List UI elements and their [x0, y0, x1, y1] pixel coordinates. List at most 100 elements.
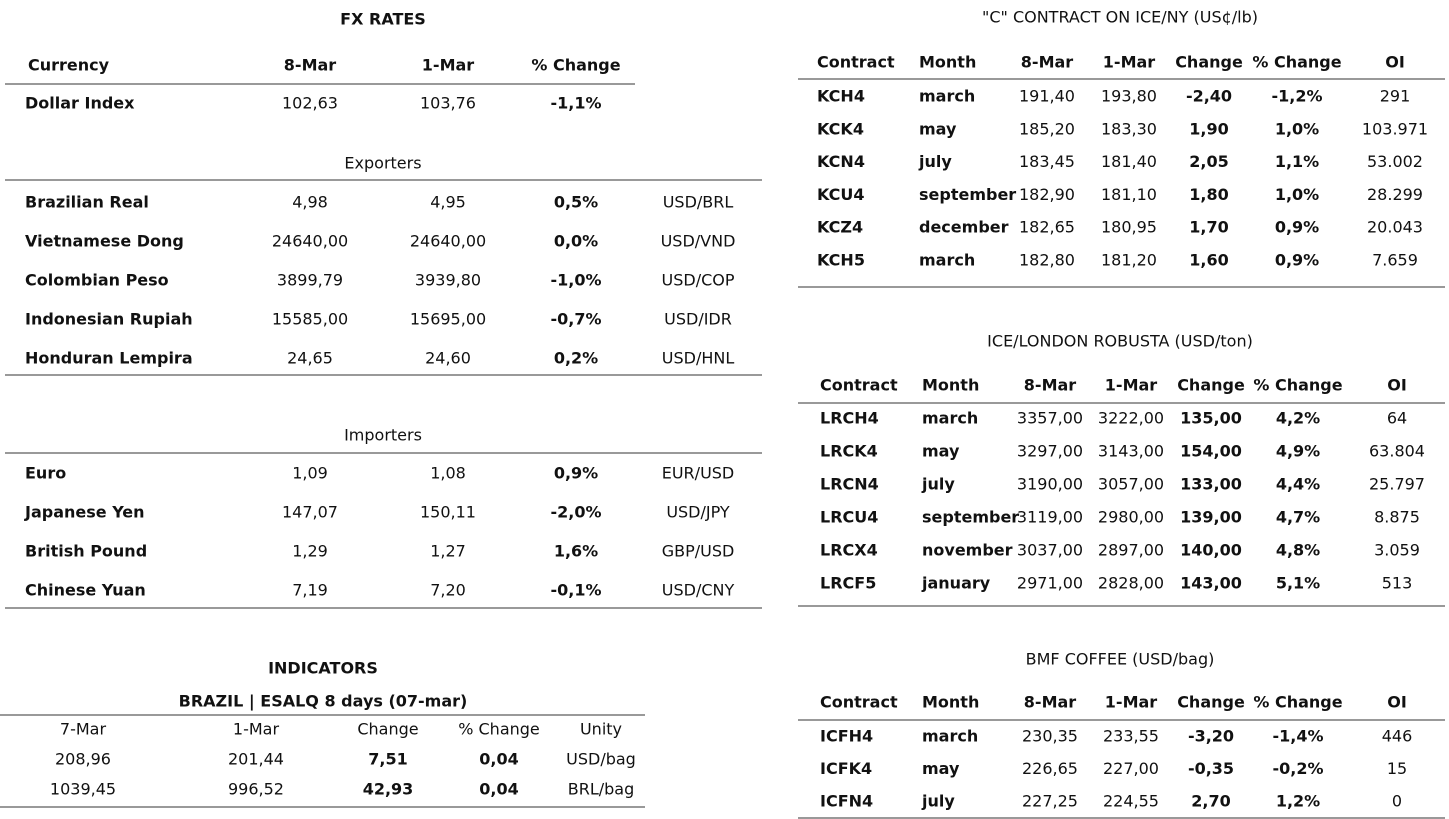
cell: 3190,00: [1017, 475, 1083, 494]
cell: 24,60: [425, 349, 471, 368]
cell: USD/VND: [661, 232, 736, 251]
column-header: % Change: [1253, 376, 1342, 395]
column-header: 8-Mar: [1024, 693, 1076, 712]
cell: 5,1%: [1276, 574, 1320, 593]
cell: 2971,00: [1017, 574, 1083, 593]
cell: 180,95: [1101, 218, 1157, 237]
cell: 0,0%: [554, 232, 598, 251]
cell: 2,70: [1191, 792, 1230, 811]
cell: march: [919, 87, 975, 106]
cell: 8.875: [1374, 508, 1420, 527]
column-header: 8-Mar: [284, 56, 336, 75]
column-header: OI: [1387, 693, 1407, 712]
cell: 3.059: [1374, 541, 1420, 560]
cell: 4,9%: [1276, 442, 1320, 461]
cell: september: [922, 508, 1019, 527]
cell: 2,05: [1189, 152, 1228, 171]
column-header: Change: [357, 720, 418, 739]
cell: 182,65: [1019, 218, 1075, 237]
cell: 0,5%: [554, 193, 598, 212]
cell: 0,9%: [1275, 251, 1319, 270]
cell: 291: [1380, 87, 1411, 106]
subtitle: BRAZIL | ESALQ 8 days (07-mar): [179, 692, 468, 712]
cell: 3119,00: [1017, 508, 1083, 527]
cell: 4,98: [292, 193, 328, 212]
cell: march: [919, 251, 975, 270]
cell: 193,80: [1101, 87, 1157, 106]
cell: 53.002: [1367, 152, 1423, 171]
cell: 7,19: [292, 581, 328, 600]
cell: july: [921, 792, 955, 811]
column-header: Month: [922, 693, 979, 712]
cell: 182,90: [1019, 185, 1075, 204]
cell: 63.804: [1369, 442, 1425, 461]
cell: 1,80: [1189, 185, 1228, 204]
cell: 183,45: [1019, 152, 1075, 171]
cell: 3222,00: [1098, 409, 1164, 428]
cell: 1,2%: [1276, 792, 1320, 811]
cell: 135,00: [1180, 409, 1242, 428]
cell: 0,9%: [554, 464, 598, 483]
cell: 1,08: [430, 464, 466, 483]
cell: 3143,00: [1098, 442, 1164, 461]
column-header: % Change: [1253, 693, 1342, 712]
cell: may: [922, 442, 960, 461]
column-header: OI: [1385, 53, 1405, 72]
cell: 25.797: [1369, 475, 1425, 494]
cell: -0,1%: [550, 581, 601, 600]
section-title: INDICATORS: [268, 659, 378, 678]
cell: 1,0%: [1275, 185, 1319, 204]
cell: 1,1%: [1275, 152, 1319, 171]
cell: 191,40: [1019, 87, 1075, 106]
column-header: 1-Mar: [233, 720, 280, 739]
cell: -0,35: [1188, 759, 1234, 778]
cell: 996,52: [228, 780, 284, 799]
cell: USD/HNL: [662, 349, 735, 368]
cell: -0,2%: [1272, 759, 1323, 778]
cell: 4,8%: [1276, 541, 1320, 560]
cell: 208,96: [55, 750, 111, 769]
cell: 139,00: [1180, 508, 1242, 527]
cell: Dollar Index: [25, 94, 135, 113]
cell: 4,7%: [1276, 508, 1320, 527]
column-header: Unity: [580, 720, 622, 739]
cell: 15: [1387, 759, 1407, 778]
cell: KCU4: [817, 185, 865, 204]
cell: 0,04: [479, 750, 518, 769]
cell: 3939,80: [415, 271, 481, 290]
cell: 446: [1382, 727, 1413, 746]
cell: USD/JPY: [666, 503, 730, 522]
column-header: OI: [1387, 376, 1407, 395]
cell: 3057,00: [1098, 475, 1164, 494]
cell: -2,0%: [550, 503, 601, 522]
column-header: % Change: [1252, 53, 1341, 72]
cell: ICFK4: [820, 759, 872, 778]
column-header: 1-Mar: [422, 56, 474, 75]
cell: 3357,00: [1017, 409, 1083, 428]
cell: 24640,00: [410, 232, 486, 251]
cell: KCN4: [817, 152, 865, 171]
cell: 513: [1382, 574, 1413, 593]
cell: LRCX4: [820, 541, 878, 560]
cell: 0,04: [479, 780, 518, 799]
cell: Honduran Lempira: [25, 349, 193, 368]
cell: 103,76: [420, 94, 476, 113]
cell: Euro: [25, 464, 66, 483]
column-header: Contract: [820, 693, 898, 712]
cell: KCH5: [817, 251, 865, 270]
column-header: Contract: [817, 53, 895, 72]
cell: 2980,00: [1098, 508, 1164, 527]
cell: 147,07: [282, 503, 338, 522]
cell: 4,2%: [1276, 409, 1320, 428]
cell: 1039,45: [50, 780, 116, 799]
column-header: 8-Mar: [1024, 376, 1076, 395]
cell: 3037,00: [1017, 541, 1083, 560]
column-header: Month: [919, 53, 976, 72]
cell: 28.299: [1367, 185, 1423, 204]
cell: 150,11: [420, 503, 476, 522]
cell: -1,4%: [1272, 727, 1323, 746]
cell: 1,6%: [554, 542, 598, 561]
cell: British Pound: [25, 542, 147, 561]
column-header: 7-Mar: [60, 720, 107, 739]
cell: Brazilian Real: [25, 193, 149, 212]
